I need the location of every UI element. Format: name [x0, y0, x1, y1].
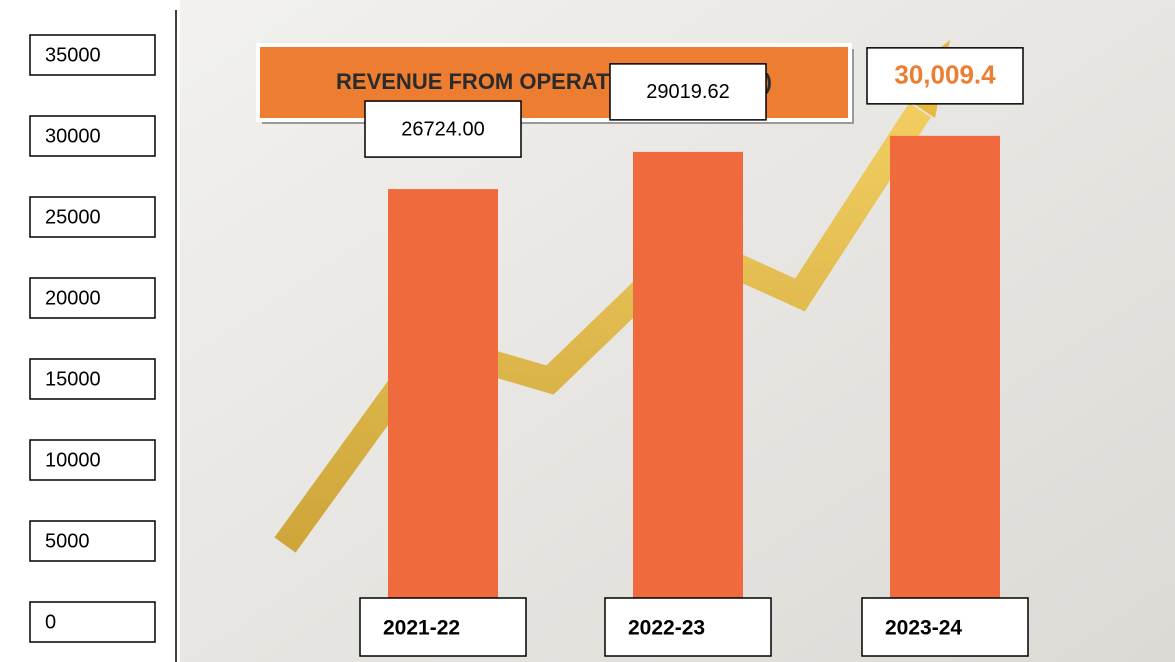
bar [388, 189, 498, 622]
y-tick-label: 20000 [45, 287, 101, 309]
y-tick-box [29, 439, 156, 481]
x-tick-label: 2023-24 [885, 617, 962, 640]
y-tick-box [29, 34, 156, 76]
value-label: 26724.00 [401, 118, 484, 140]
value-label-box [866, 47, 1024, 105]
y-tick-label: 30000 [45, 125, 101, 147]
y-tick-box [29, 601, 156, 643]
y-tick-label: 5000 [45, 530, 90, 552]
value-label-box [364, 100, 522, 158]
value-label: 29019.62 [646, 81, 729, 103]
y-tick-box [29, 358, 156, 400]
y-tick-label: 15000 [45, 368, 101, 390]
y-tick-label: 10000 [45, 449, 101, 471]
category-box [604, 597, 772, 657]
value-label: 30,009.4 [894, 60, 996, 90]
bar [890, 135, 1000, 622]
bar [633, 151, 743, 623]
y-tick-label: 35000 [45, 44, 101, 66]
x-tick-label: 2022-23 [628, 617, 705, 640]
y-tick-box [29, 115, 156, 157]
value-label-box [609, 63, 767, 121]
y-tick-box [29, 520, 156, 562]
category-box [861, 597, 1029, 657]
y-tick-box [29, 277, 156, 319]
category-box [359, 597, 527, 657]
y-tick-label: 0 [45, 611, 56, 633]
y-tick-box [29, 196, 156, 238]
y-tick-label: 25000 [45, 206, 101, 228]
x-tick-label: 2021-22 [383, 617, 460, 640]
